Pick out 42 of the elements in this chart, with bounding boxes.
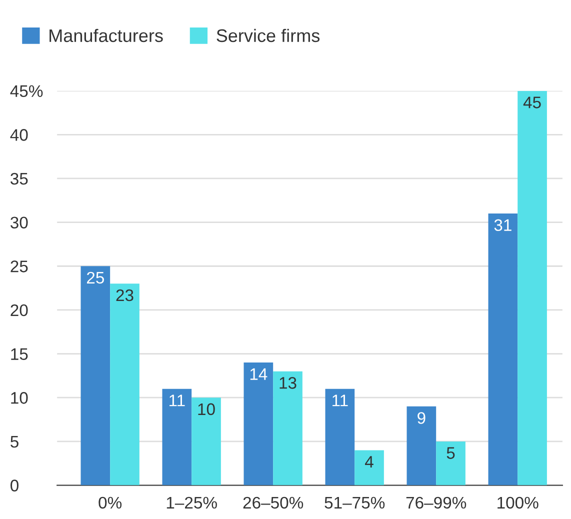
y-tick-label: 15	[11, 348, 28, 360]
y-tick-label: 5	[10, 436, 18, 448]
bar	[273, 371, 302, 486]
bar	[488, 214, 518, 486]
bar	[406, 406, 436, 486]
y-tick-label: 30	[10, 216, 28, 229]
bar	[244, 362, 274, 486]
data-label: 23	[116, 289, 134, 302]
y-tick-label: 40	[10, 129, 28, 141]
data-label: 11	[170, 394, 185, 406]
bar	[354, 450, 384, 486]
legend-label: Manufacturers	[50, 28, 163, 42]
bar	[325, 388, 355, 486]
y-tick-label: 35	[10, 172, 28, 185]
bar	[110, 284, 140, 486]
data-label: 14	[250, 368, 268, 380]
x-tick-label: 100%	[498, 496, 538, 509]
y-tick-label: 20	[10, 304, 28, 316]
data-label: 10	[198, 403, 215, 416]
y-tick-label: 25	[10, 260, 28, 272]
data-label: 25	[86, 272, 104, 284]
bar	[436, 441, 466, 486]
data-label: 5	[446, 447, 455, 459]
data-label: 45	[523, 96, 541, 108]
legend-label: Service firms	[216, 28, 320, 42]
data-label: 11	[332, 394, 348, 406]
bar	[162, 388, 192, 486]
x-tick-label: 1–25%	[166, 496, 217, 509]
x-tick-label: 76–99%	[406, 496, 466, 509]
y-tick-label: 10	[11, 392, 28, 404]
x-tick-label: 51–75%	[324, 496, 385, 509]
y-tick-label: 45%	[10, 85, 43, 98]
bar	[192, 398, 221, 486]
x-tick-label: 0%	[98, 496, 122, 509]
data-label: 9	[418, 412, 426, 424]
bar	[80, 266, 110, 486]
data-label: 4	[365, 456, 374, 468]
y-tick-label: 0	[10, 480, 18, 492]
x-tick-label: 26–50%	[243, 496, 304, 509]
data-label: 13	[280, 377, 296, 389]
data-label: 31	[494, 219, 512, 232]
bar	[518, 90, 547, 486]
